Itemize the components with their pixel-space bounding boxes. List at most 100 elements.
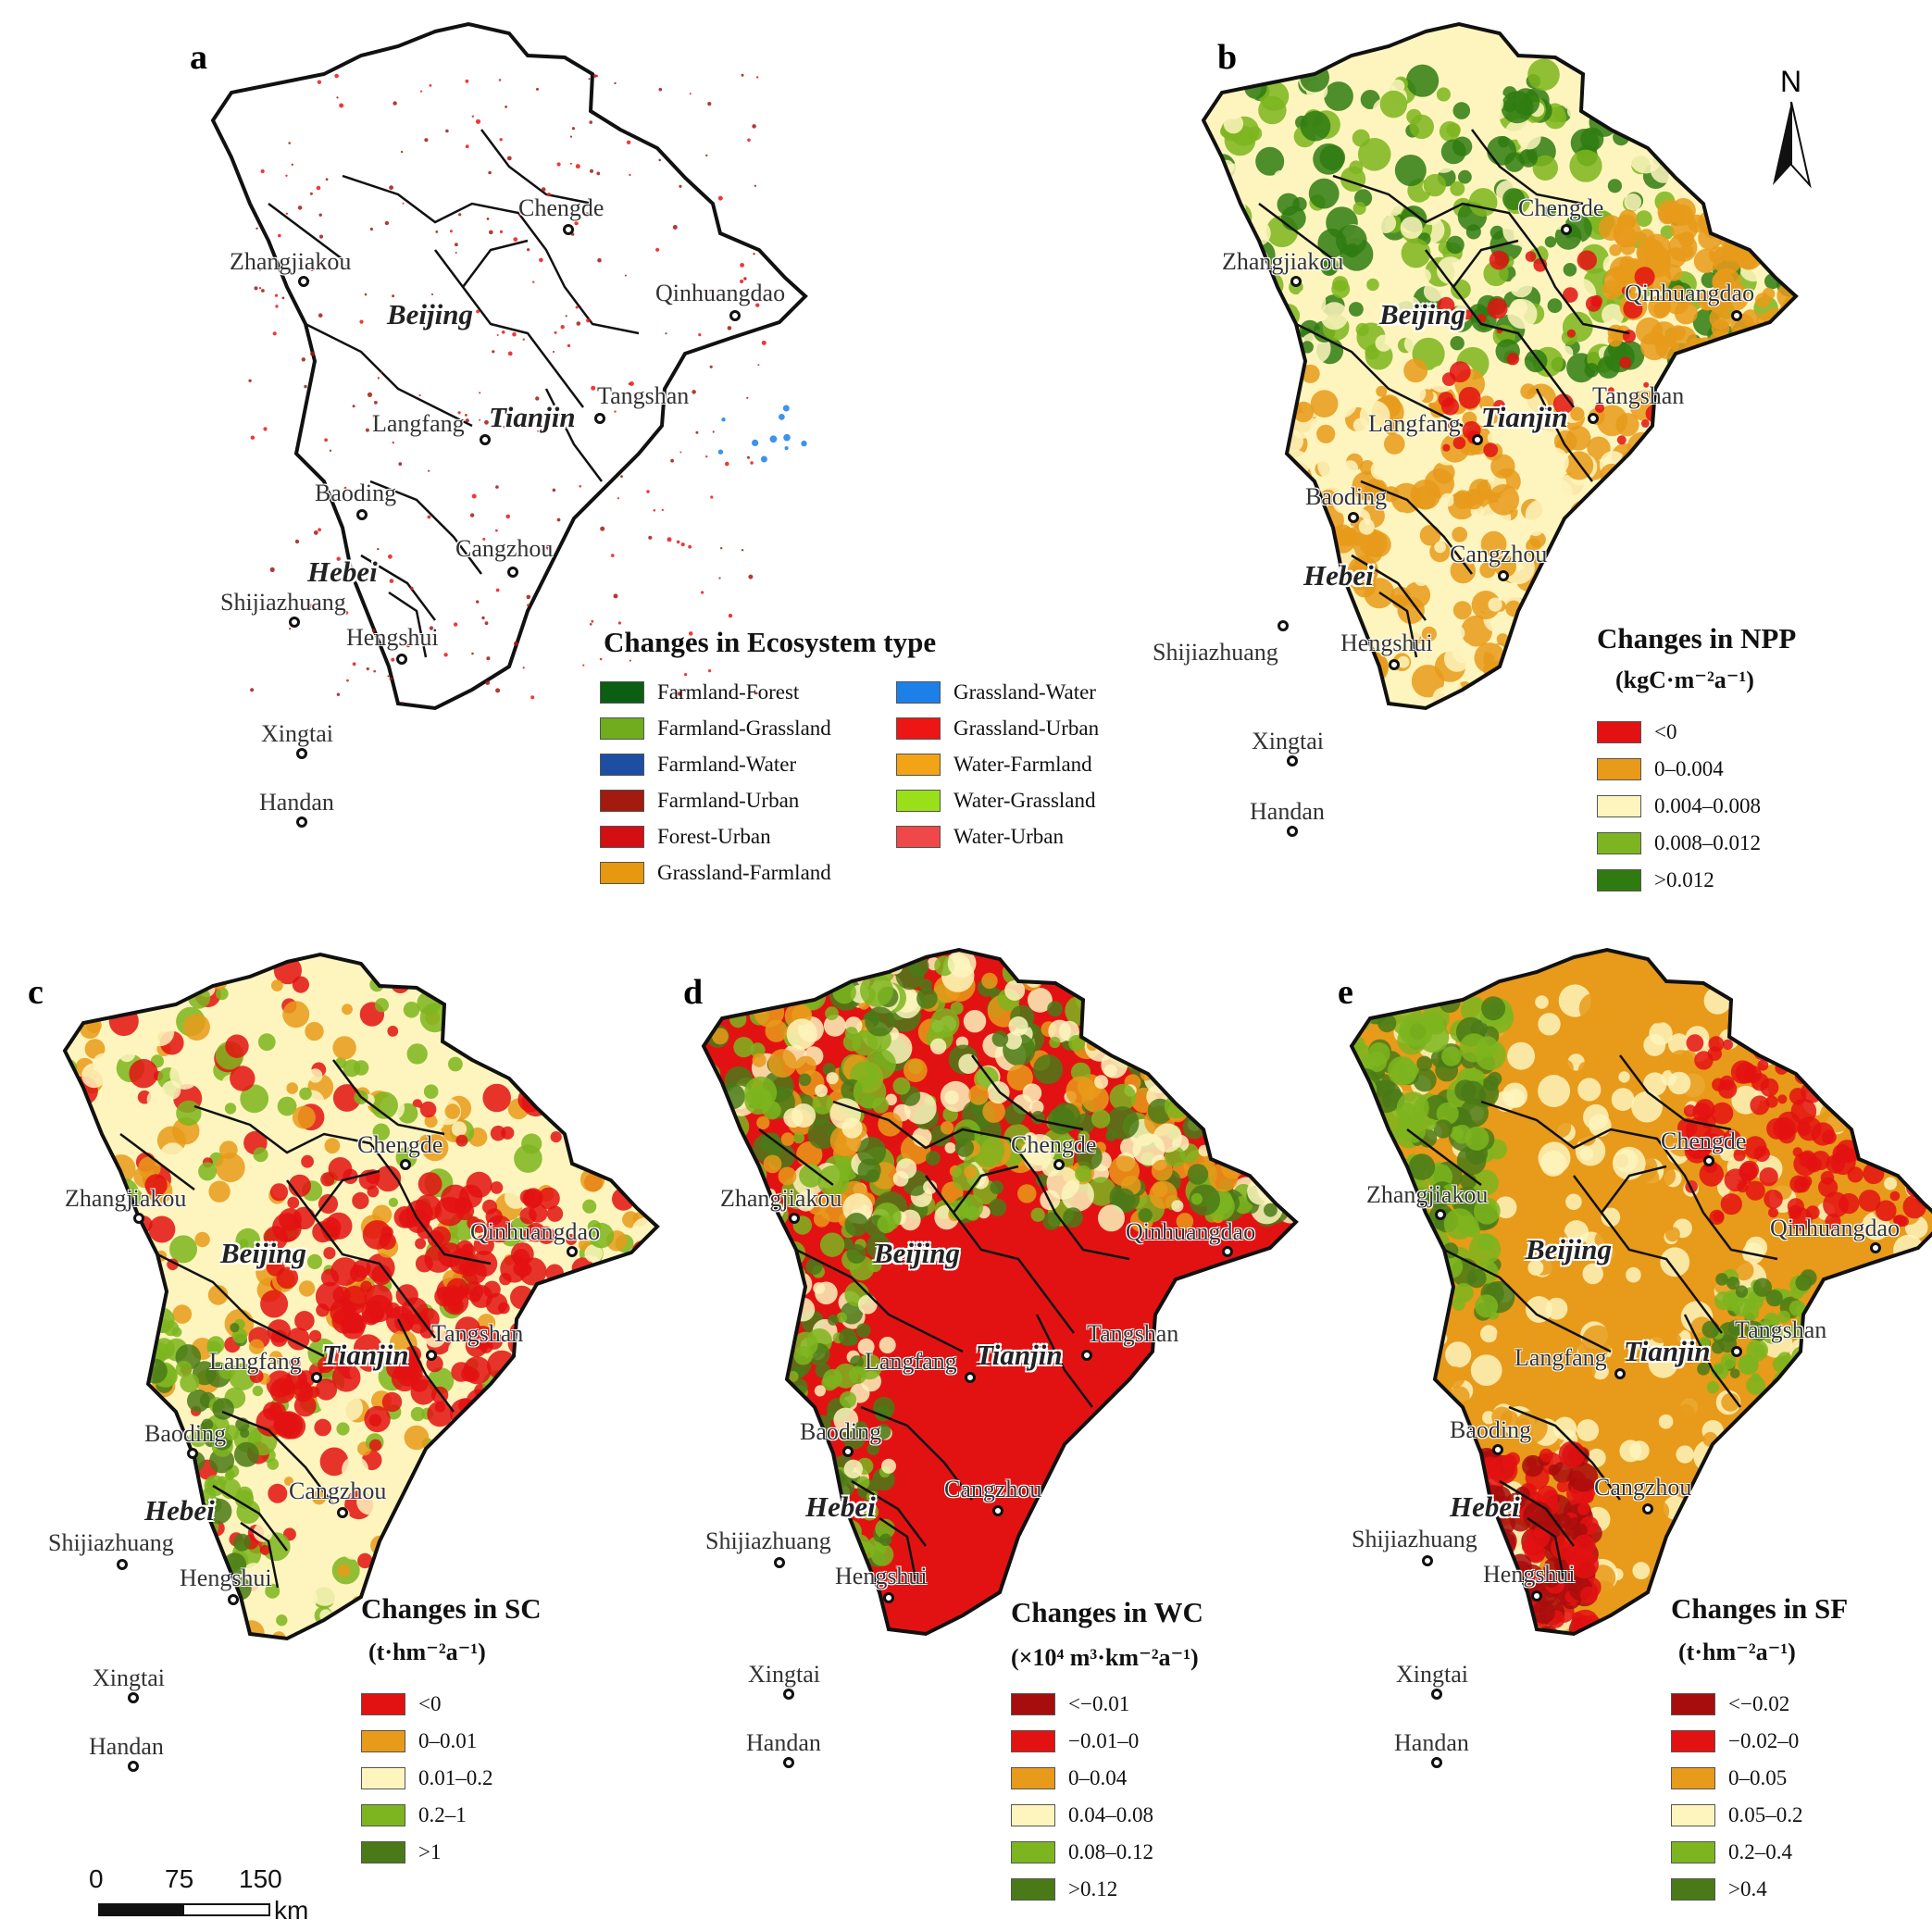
raster-cell: [1926, 1418, 1932, 1437]
raster-cell: [515, 1379, 540, 1404]
raster-cell: [495, 529, 498, 532]
raster-cell: [126, 1334, 149, 1357]
raster-cell: [101, 1573, 113, 1585]
raster-cell: [353, 1334, 383, 1365]
raster-cell: [1316, 424, 1336, 443]
raster-cell: [1694, 140, 1712, 157]
raster-cell: [301, 1154, 314, 1168]
raster-cell: [1487, 1593, 1515, 1622]
raster-cell: [408, 1573, 428, 1592]
raster-cell: [854, 1421, 868, 1435]
raster-cell: [1580, 127, 1604, 151]
raster-cell: [1516, 1625, 1533, 1634]
legend-label: 0.05–0.2: [1728, 1803, 1803, 1826]
raster-cell: [1450, 557, 1476, 584]
raster-cell: [1882, 1149, 1901, 1168]
raster-cell: [1452, 527, 1468, 542]
raster-cell: [762, 1466, 779, 1485]
raster-cell: [1672, 83, 1684, 95]
raster-cell: [1688, 1267, 1703, 1283]
raster-cell: [429, 626, 434, 630]
raster-cell: [336, 1422, 350, 1436]
raster-cell: [188, 1629, 208, 1639]
legend-item: 0.04–0.08: [1011, 1801, 1153, 1829]
raster-cell: [728, 1467, 742, 1482]
raster-cell: [1590, 71, 1618, 99]
raster-cell: [1846, 1365, 1865, 1385]
raster-cell: [108, 1006, 139, 1037]
raster-cell: [1347, 555, 1378, 587]
raster-cell: [1438, 1562, 1459, 1582]
legend-swatch: [1671, 1730, 1715, 1752]
city-label-xingtai: Xingtai: [748, 1661, 820, 1688]
raster-cell: [87, 1449, 115, 1476]
city-marker: [783, 1757, 794, 1768]
raster-cell: [1467, 1591, 1482, 1605]
raster-cell: [476, 600, 480, 604]
raster-cell: [116, 1494, 142, 1519]
raster-cell: [781, 973, 802, 994]
raster-cell: [1607, 179, 1622, 193]
raster-cell: [377, 377, 380, 380]
raster-cell: [1490, 1377, 1514, 1401]
raster-cell: [692, 390, 696, 394]
raster-cell: [1508, 1617, 1523, 1632]
raster-cell: [470, 974, 500, 1004]
raster-cell: [1491, 1634, 1512, 1654]
raster-cell: [1807, 1440, 1829, 1463]
raster-cell: [1022, 1083, 1042, 1103]
raster-cell: [1563, 1333, 1579, 1350]
region-label-beijing: Beijing: [1379, 298, 1466, 330]
raster-cell: [1556, 1480, 1569, 1493]
raster-cell: [592, 74, 597, 78]
raster-cell: [248, 379, 252, 382]
raster-cell: [370, 1091, 399, 1119]
raster-cell: [342, 1003, 353, 1016]
raster-cell: [1261, 987, 1292, 1017]
raster-cell: [1265, 668, 1294, 697]
raster-cell: [811, 1612, 829, 1629]
raster-cell: [66, 1247, 92, 1272]
scale-tick-75: 75: [165, 1864, 194, 1893]
raster-cell: [1394, 1226, 1418, 1250]
raster-cell: [387, 675, 390, 678]
raster-cell: [1627, 548, 1643, 565]
legend-label: Forest-Urban: [657, 825, 771, 848]
raster-cell: [571, 1128, 588, 1144]
raster-cell: [218, 1363, 235, 1379]
raster-cell: [1563, 287, 1578, 303]
city-label-tangshan: Tangshan: [431, 1320, 524, 1347]
raster-cell: [721, 418, 726, 422]
raster-cell: [733, 1285, 756, 1307]
raster-cell: [138, 1156, 161, 1179]
raster-cell: [1317, 229, 1347, 258]
raster-cell: [521, 1028, 544, 1052]
raster-cell: [1423, 1250, 1445, 1272]
raster-cell: [1109, 1083, 1137, 1111]
raster-cell: [77, 1336, 105, 1365]
raster-cell: [522, 1189, 542, 1209]
raster-cell: [81, 1063, 106, 1089]
raster-cell: [706, 1290, 721, 1306]
raster-cell: [866, 1490, 879, 1503]
raster-cell: [481, 1040, 498, 1056]
raster-cell: [65, 1242, 85, 1270]
raster-cell: [1516, 125, 1541, 150]
raster-cell: [815, 1084, 828, 1097]
raster-cell: [705, 455, 708, 458]
raster-cell: [753, 1315, 772, 1336]
legend-swatch: [1011, 1841, 1055, 1863]
raster-cell: [1214, 1013, 1234, 1033]
raster-cell: [1488, 484, 1520, 516]
raster-cell: [1386, 1204, 1417, 1236]
legend-label: −0.02–0: [1728, 1729, 1800, 1752]
raster-cell: [156, 1569, 179, 1591]
raster-cell: [546, 1470, 570, 1494]
raster-cell: [780, 1502, 798, 1519]
city-marker: [1431, 1689, 1442, 1700]
raster-cell: [1921, 1051, 1932, 1067]
raster-cell: [713, 1411, 725, 1423]
raster-cell: [1748, 212, 1765, 231]
raster-cell: [507, 1380, 538, 1410]
raster-cell: [1538, 1075, 1571, 1107]
